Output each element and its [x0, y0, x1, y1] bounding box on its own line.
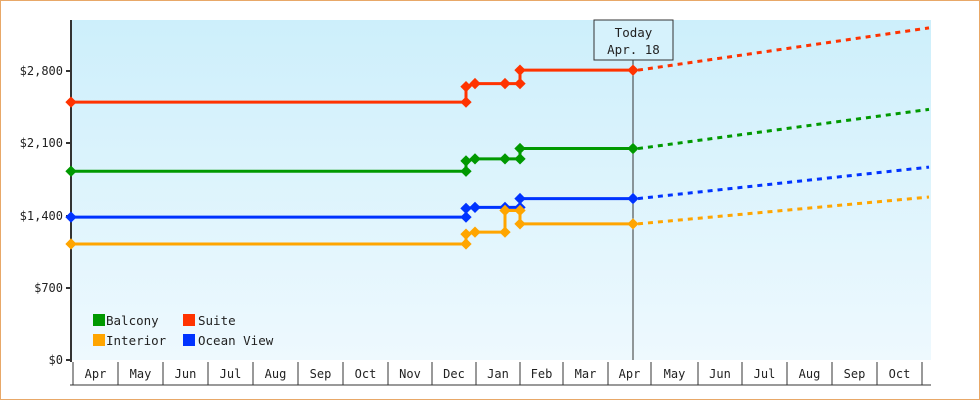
x-tick-label: Apr	[619, 367, 641, 381]
x-tick-label: Aug	[265, 367, 287, 381]
today-label-line1: Today	[615, 25, 653, 40]
x-tick-label: Sep	[844, 367, 866, 381]
x-tick-label: Oct	[889, 367, 911, 381]
data-point[interactable]	[499, 226, 511, 238]
data-point[interactable]	[514, 192, 526, 205]
data-point[interactable]	[514, 218, 526, 230]
forecast-line	[637, 107, 930, 151]
today-label-line2: Apr. 18	[607, 42, 660, 57]
forecast-line	[637, 165, 930, 201]
x-tick-label: Jun	[175, 367, 197, 381]
legend-label-interior: Interior	[106, 333, 167, 348]
data-point[interactable]	[469, 153, 481, 165]
x-tick-label: Jul	[220, 367, 242, 381]
x-tick-label: Apr	[85, 367, 107, 381]
data-point[interactable]	[460, 211, 472, 223]
data-point[interactable]	[627, 218, 639, 230]
x-tick-label: Oct	[355, 367, 377, 381]
today-label-box	[593, 19, 674, 61]
x-tick-label: Sep	[310, 367, 332, 381]
series-layer	[65, 26, 930, 250]
legend-swatch-interior	[93, 334, 105, 346]
data-point[interactable]	[460, 165, 472, 177]
x-axis: Apr May Jun Jul Aug Sep Oct Nov Dec Jan Feb Mar Apr M…	[70, 362, 931, 386]
x-tick-label: Jun	[709, 367, 731, 381]
data-point[interactable]	[460, 238, 472, 250]
y-tick-label: $0	[49, 353, 63, 367]
data-point[interactable]	[469, 226, 481, 238]
forecast-line	[637, 195, 930, 226]
legend: Balcony Suite Interior Ocean View	[93, 313, 274, 348]
series-interior	[65, 195, 930, 250]
x-tick-label: May	[664, 367, 686, 381]
x-tick-label: Nov	[399, 367, 421, 381]
data-point[interactable]	[627, 142, 639, 155]
data-point[interactable]	[499, 204, 511, 217]
x-tick-label: Feb	[531, 367, 553, 381]
x-tick-label: May	[130, 367, 152, 381]
legend-label-suite: Suite	[198, 313, 236, 328]
data-point[interactable]	[460, 202, 472, 215]
legend-label-ocean-view: Ocean View	[198, 333, 274, 348]
data-point[interactable]	[514, 142, 526, 155]
data-point[interactable]	[460, 155, 472, 167]
data-point[interactable]	[627, 192, 639, 205]
y-tick-label: $1,400	[20, 209, 63, 223]
legend-swatch-ocean-view	[183, 334, 195, 346]
series-balcony	[65, 107, 930, 177]
x-tick-label: Mar	[575, 367, 597, 381]
x-tick-label: Dec	[443, 367, 465, 381]
x-tick-label: Jan	[487, 367, 509, 381]
legend-label-balcony: Balcony	[106, 313, 159, 328]
y-tick-label: $2,800	[20, 64, 63, 78]
legend-swatch-suite	[183, 314, 195, 326]
data-point[interactable]	[514, 204, 526, 217]
y-axis: $0 $700 $1,400 $2,100 $2,800	[20, 20, 72, 367]
data-point[interactable]	[469, 201, 481, 214]
y-tick-label: $700	[34, 281, 63, 295]
today-marker: Today Apr. 18	[593, 19, 674, 360]
legend-swatch-balcony	[93, 314, 105, 326]
plot-area	[71, 20, 931, 360]
data-point[interactable]	[499, 153, 511, 165]
x-tick-label: Aug	[799, 367, 821, 381]
y-tick-label: $2,100	[20, 136, 63, 150]
data-point[interactable]	[460, 228, 472, 240]
x-tick-label: Jul	[754, 367, 776, 381]
data-point[interactable]	[514, 153, 526, 165]
